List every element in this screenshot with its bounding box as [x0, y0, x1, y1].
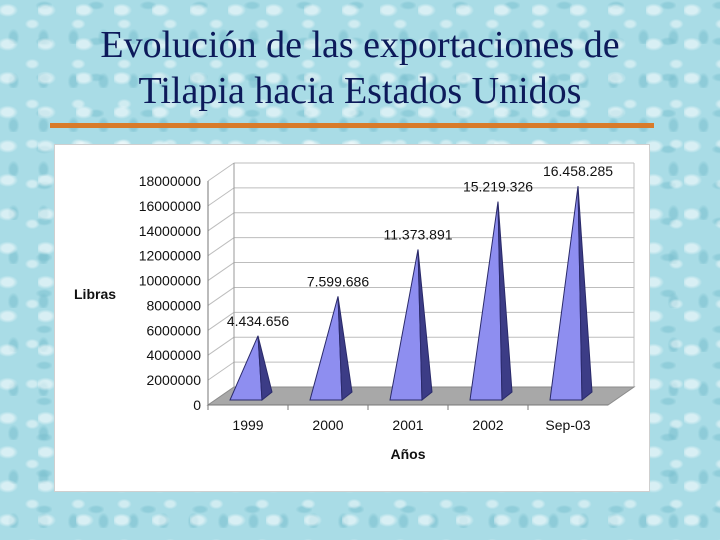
x-tick-label: 2000: [312, 417, 343, 433]
gridline-side: [207, 237, 235, 257]
gridline-side: [207, 212, 235, 232]
y-tick-label: 12000000: [139, 248, 202, 264]
pyramid-bar-side: [257, 335, 273, 401]
pyramid-bar-side: [497, 201, 513, 402]
pyramid-bar-side: [577, 186, 593, 402]
y-tick-label: 0: [193, 397, 201, 413]
pyramid-bar-side: [337, 296, 353, 402]
y-tick-label: 14000000: [139, 223, 202, 239]
pyramid-bar-side: [417, 249, 433, 402]
data-label: 16.458.285: [543, 163, 613, 179]
y-tick-label: 2000000: [146, 372, 201, 388]
data-label: 15.219.326: [463, 179, 533, 195]
gridline-side: [207, 336, 235, 356]
data-label: 11.373.891: [383, 226, 452, 242]
gridline-side: [207, 287, 235, 306]
y-axis-title: Libras: [74, 286, 116, 302]
title-divider: [50, 123, 654, 128]
x-tick-label: 2002: [472, 417, 503, 433]
x-axis-title: Años: [391, 446, 426, 462]
x-tick-label: 1999: [232, 417, 263, 433]
title-line-1: Evolución de las exportaciones de: [100, 24, 620, 66]
y-tick-label: 8000000: [146, 297, 201, 313]
data-label: 4.434.656: [227, 313, 289, 329]
y-tick-label: 4000000: [146, 347, 201, 363]
pyramid-bar-front: [229, 335, 263, 401]
pyramid-bar-front: [389, 249, 423, 401]
gridline-side: [207, 262, 235, 281]
pyramid-bar-front: [549, 186, 583, 401]
x-tick-label: 2001: [392, 417, 423, 433]
chart-panel: [54, 144, 650, 492]
y-tick-label: 18000000: [139, 173, 202, 189]
gridline-side: [207, 162, 235, 182]
data-label: 7.599.686: [307, 273, 369, 289]
title-line-2: Tilapia hacia Estados Unidos: [138, 70, 582, 112]
gridline-side: [207, 311, 235, 331]
y-tick-label: 6000000: [146, 322, 201, 338]
gridline-side: [207, 361, 235, 381]
slide-title: Evolución de las exportaciones de Tilapi…: [0, 22, 720, 114]
x-tick-label: Sep-03: [545, 417, 590, 433]
y-tick-label: 16000000: [139, 198, 202, 214]
pyramid-bar-front: [469, 201, 503, 401]
y-tick-label: 10000000: [139, 273, 202, 289]
gridline-side: [207, 187, 235, 207]
